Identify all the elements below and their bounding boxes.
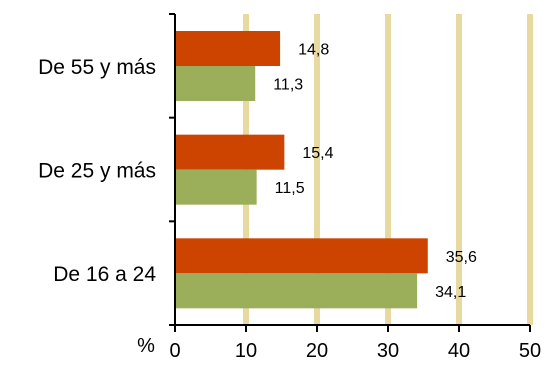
labels: 14,8 11,3 De 55 y más 15,4 11,5 De 25 y más 35… <box>38 42 541 363</box>
data-label-series1-cat3: 35,6 <box>446 249 477 266</box>
category-label-2: De 25 y más <box>38 160 156 183</box>
x-tick-label-50: 50 <box>519 340 541 362</box>
bar-series2-cat1 <box>176 66 256 101</box>
category-label-3: De 16 a 24 <box>53 263 156 286</box>
bar-series1-cat2 <box>176 134 285 170</box>
x-tick-label-30: 30 <box>377 340 399 362</box>
axes <box>169 13 531 332</box>
bar-series1-cat1 <box>176 31 281 66</box>
data-label-series1-cat2: 15,4 <box>302 145 333 162</box>
x-tick-label-10: 10 <box>235 340 257 362</box>
bars <box>176 31 428 309</box>
data-label-series2-cat1: 11,3 <box>273 77 303 94</box>
data-label-series2-cat2: 11,5 <box>275 180 305 197</box>
bar-series1-cat3 <box>176 238 428 274</box>
x-tick-label-0: 0 <box>169 340 180 362</box>
x-tick-label-40: 40 <box>448 340 470 362</box>
data-label-series2-cat3: 34,1 <box>435 284 466 301</box>
category-label-1: De 55 y más <box>38 56 156 79</box>
bar-series2-cat2 <box>176 169 257 205</box>
x-tick-label-20: 20 <box>306 340 328 362</box>
data-label-series1-cat1: 14,8 <box>298 42 329 59</box>
x-axis-unit-label: % <box>137 335 155 357</box>
bar-series2-cat3 <box>176 273 418 309</box>
